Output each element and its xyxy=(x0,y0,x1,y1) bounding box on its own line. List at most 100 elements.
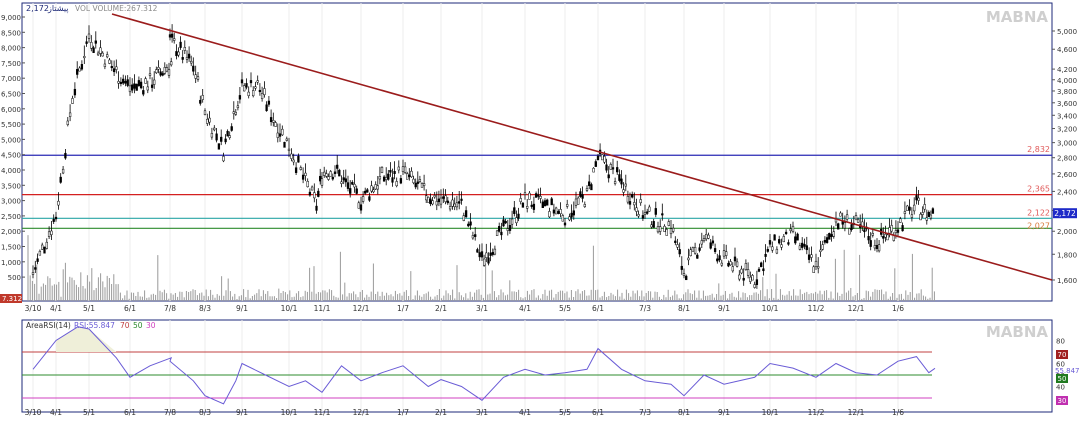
candle-body xyxy=(471,235,475,239)
candle-body xyxy=(420,183,424,188)
candle-body xyxy=(453,203,456,207)
candle-body xyxy=(175,51,178,57)
candle-body xyxy=(594,161,597,167)
candle-body xyxy=(168,34,172,38)
x-tick-label-bottom: 5/1 xyxy=(83,408,95,417)
x-tick-label-bottom: 1/7 xyxy=(397,408,409,417)
candle-body xyxy=(620,178,623,185)
candle-body xyxy=(837,223,840,230)
candle-body xyxy=(144,78,147,84)
candle-body xyxy=(622,189,625,193)
candle-body xyxy=(869,240,872,247)
candle-body xyxy=(637,214,640,217)
candle-body xyxy=(416,181,419,184)
candle-body xyxy=(290,153,293,159)
candle-body xyxy=(805,245,808,251)
candle-body xyxy=(901,225,904,232)
candle-body xyxy=(539,196,542,199)
candle-body xyxy=(543,200,547,207)
candle-body xyxy=(76,69,79,75)
candle-body xyxy=(331,176,334,180)
candle-body xyxy=(252,90,255,97)
candle-body xyxy=(139,81,143,89)
candle-body xyxy=(414,182,417,188)
candle-body xyxy=(315,205,318,211)
candle-body xyxy=(554,207,558,215)
candle-body xyxy=(915,195,918,201)
candle-body xyxy=(923,204,926,210)
right-tick-label: 3,000 xyxy=(1057,140,1077,148)
volume-tag: 7.312 xyxy=(2,295,22,303)
candle-body xyxy=(803,244,806,247)
rsi-tag-30: 30 xyxy=(1058,397,1067,405)
candle-body xyxy=(546,199,549,206)
candle-body xyxy=(493,248,497,255)
candle-body xyxy=(38,250,42,256)
x-tick-label: 10/1 xyxy=(281,304,298,313)
candle-body xyxy=(370,185,373,192)
candle-body xyxy=(196,76,200,80)
candle-body xyxy=(359,204,363,211)
candle-body xyxy=(103,63,107,67)
x-tick-label-bottom: 6/1 xyxy=(124,408,136,417)
rsi-legend-70: 70 xyxy=(120,321,130,330)
candle-body xyxy=(124,80,127,84)
candle-body xyxy=(187,53,191,59)
candle-body xyxy=(896,229,900,233)
candle-body xyxy=(526,206,529,209)
candle-body xyxy=(361,196,365,202)
x-tick-label: 8/3 xyxy=(199,304,211,313)
candle-body xyxy=(519,198,522,202)
left-tick-label: 8,000 xyxy=(1,45,21,53)
candle-body xyxy=(323,171,326,176)
candle-body xyxy=(87,33,91,39)
candle-body xyxy=(297,156,300,163)
x-tick-label: 3/1 xyxy=(476,304,488,313)
candle-body xyxy=(643,212,647,215)
candle-body xyxy=(59,176,62,183)
candle-body xyxy=(601,154,604,161)
candle-body xyxy=(659,226,662,232)
candle-body xyxy=(269,117,273,123)
candle-body xyxy=(203,110,207,115)
candle-body xyxy=(260,93,264,99)
x-tick-label: 1/6 xyxy=(892,304,904,313)
candle-body xyxy=(817,266,820,269)
rsi-legend-50: 50 xyxy=(133,321,143,330)
candle-body xyxy=(624,183,627,187)
candle-body xyxy=(585,188,589,191)
candle-body xyxy=(448,206,452,210)
candle-body xyxy=(828,233,831,240)
candle-body xyxy=(757,268,761,272)
left-tick-label: 3,000 xyxy=(1,198,21,206)
candle-body xyxy=(442,196,445,199)
rsi-legend-30: 30 xyxy=(146,321,156,330)
candle-body xyxy=(517,213,520,219)
candle-body xyxy=(832,231,835,237)
candle-body xyxy=(716,258,719,262)
right-tick-label: 3,400 xyxy=(1057,112,1077,120)
left-y-axis: 9,000 8,500 8,000 7,500 7,000 6,500 6,000 5,500… xyxy=(1,14,25,282)
candle-body xyxy=(478,252,481,258)
right-tick-label: 2,800 xyxy=(1057,155,1077,163)
left-tick-label: 5,500 xyxy=(1,121,21,129)
candle-body xyxy=(292,159,295,163)
candle-body xyxy=(892,235,895,241)
candle-body xyxy=(357,202,360,209)
candle-body xyxy=(609,164,612,170)
candle-body xyxy=(122,78,125,84)
candle-body xyxy=(431,200,434,205)
candle-body xyxy=(467,223,470,227)
candle-body xyxy=(476,249,479,253)
candle-body xyxy=(71,98,74,104)
candle-body xyxy=(148,73,152,76)
candle-body xyxy=(680,265,683,270)
candle-body xyxy=(342,177,345,181)
candle-body xyxy=(366,189,369,193)
x-tick-label: 9/1 xyxy=(718,304,730,313)
candle-body xyxy=(185,56,189,60)
right-tick-label: 2,400 xyxy=(1057,188,1077,196)
candle-body xyxy=(427,196,430,203)
candle-body xyxy=(161,73,164,76)
candle-body xyxy=(801,242,804,248)
